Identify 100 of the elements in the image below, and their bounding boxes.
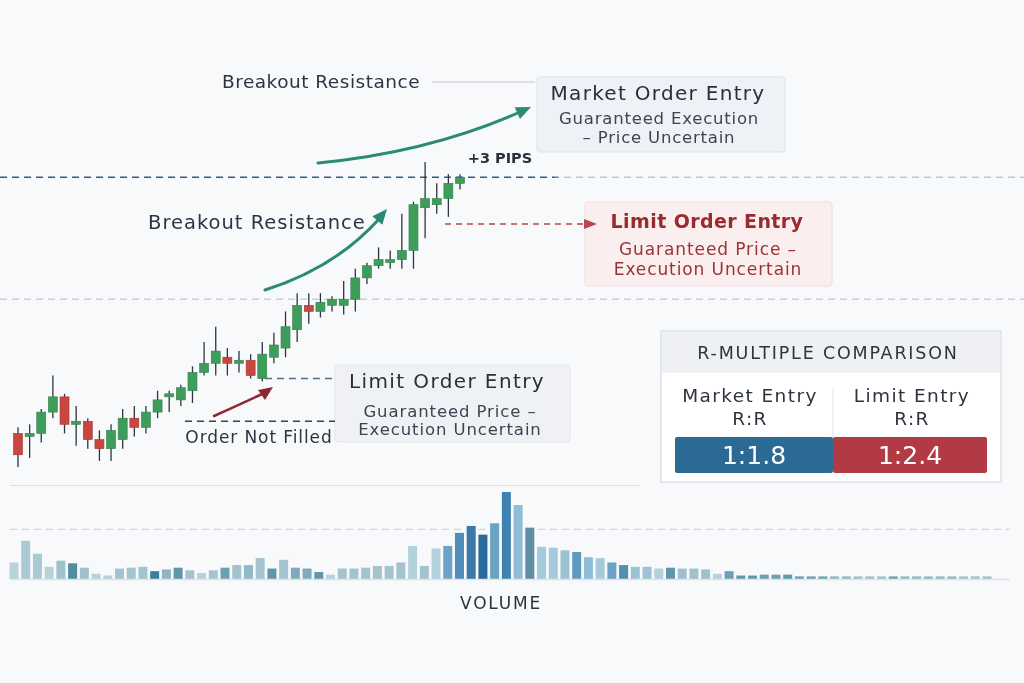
bar — [326, 574, 336, 579]
bar — [454, 532, 464, 579]
bar — [44, 566, 54, 579]
bar — [431, 548, 441, 579]
bar — [525, 527, 535, 579]
bar — [712, 573, 722, 579]
text: R-MULTIPLE COMPARISON — [697, 343, 959, 363]
annotation: Breakout Resistance — [148, 211, 366, 234]
bar — [583, 557, 593, 579]
bar — [396, 562, 406, 579]
bar — [490, 523, 500, 579]
bar — [665, 567, 675, 579]
bar — [572, 552, 582, 579]
bar — [513, 505, 523, 579]
bar — [161, 569, 171, 579]
bar — [32, 553, 42, 579]
text: Guaranteed Execution – Price Uncertain — [558, 109, 760, 147]
bar — [478, 534, 488, 579]
bar — [701, 569, 711, 579]
bar — [759, 574, 769, 579]
text: 1:1.8 — [721, 441, 787, 470]
bar — [337, 568, 347, 579]
text: +3 PIPS — [467, 150, 533, 166]
bar — [724, 571, 734, 579]
bar — [771, 574, 781, 579]
annotation: Limit Order Entry — [348, 369, 546, 393]
bar — [361, 567, 371, 579]
bar — [830, 576, 840, 579]
bar — [349, 568, 359, 579]
text: Market Entry R:R — [682, 385, 818, 429]
candlestick — [222, 347, 233, 377]
bar — [642, 566, 652, 579]
candlestick — [48, 374, 58, 419]
bar — [68, 563, 78, 579]
bar — [255, 558, 265, 579]
bar — [185, 570, 195, 579]
bar — [654, 568, 664, 579]
candlestick — [13, 426, 23, 468]
bar — [806, 576, 816, 579]
bar — [947, 576, 957, 579]
text: Limit Entry R:R — [853, 385, 971, 429]
bar — [302, 568, 312, 579]
bar — [900, 576, 910, 579]
candlestick — [129, 405, 140, 438]
bar — [537, 546, 547, 579]
bar — [619, 565, 629, 579]
bar — [279, 559, 289, 579]
bar — [689, 568, 699, 579]
candlestick — [106, 423, 116, 462]
bar — [314, 572, 324, 579]
bar — [923, 576, 933, 579]
bar — [466, 525, 476, 579]
bar — [959, 576, 969, 579]
annotation: Guaranteed Price – Execution Uncertain — [358, 402, 542, 439]
bar — [197, 572, 207, 579]
text: Market Order Entry — [550, 81, 766, 105]
bar — [290, 567, 300, 579]
bar — [267, 568, 277, 579]
bar — [548, 547, 558, 579]
bar — [560, 550, 570, 579]
bar — [21, 540, 31, 579]
bar — [501, 492, 511, 579]
bar — [818, 576, 828, 579]
annotation: Order Not Filled — [185, 427, 333, 447]
bar — [419, 565, 429, 579]
bar — [794, 576, 804, 579]
candlestick — [245, 353, 256, 380]
bar — [935, 576, 945, 579]
candlestick — [164, 390, 175, 413]
bar — [982, 576, 992, 579]
candlestick — [303, 292, 314, 325]
bar — [630, 566, 640, 579]
bar — [408, 545, 418, 579]
bar — [115, 568, 125, 579]
bar — [208, 570, 218, 579]
text: Breakout Resistance — [222, 71, 421, 92]
bar — [841, 576, 851, 579]
text: 1:2.4 — [877, 441, 943, 470]
bar — [79, 567, 89, 579]
bar — [91, 573, 101, 579]
bar — [876, 576, 886, 579]
bar — [243, 565, 253, 579]
bar — [56, 560, 66, 579]
bar — [888, 576, 898, 579]
bar — [372, 565, 382, 579]
candlestick — [117, 408, 128, 450]
bar — [595, 558, 605, 579]
bar — [173, 567, 183, 579]
bar — [9, 562, 19, 579]
bar — [126, 567, 136, 579]
bar — [677, 568, 687, 579]
candlestick — [71, 405, 81, 447]
bar — [865, 576, 875, 579]
candlestick — [210, 326, 221, 377]
bar — [232, 565, 242, 579]
text: Limit Order Entry — [610, 210, 804, 232]
bar — [783, 574, 793, 579]
bar — [138, 566, 148, 579]
bar — [443, 545, 453, 579]
candlestick — [234, 350, 244, 374]
